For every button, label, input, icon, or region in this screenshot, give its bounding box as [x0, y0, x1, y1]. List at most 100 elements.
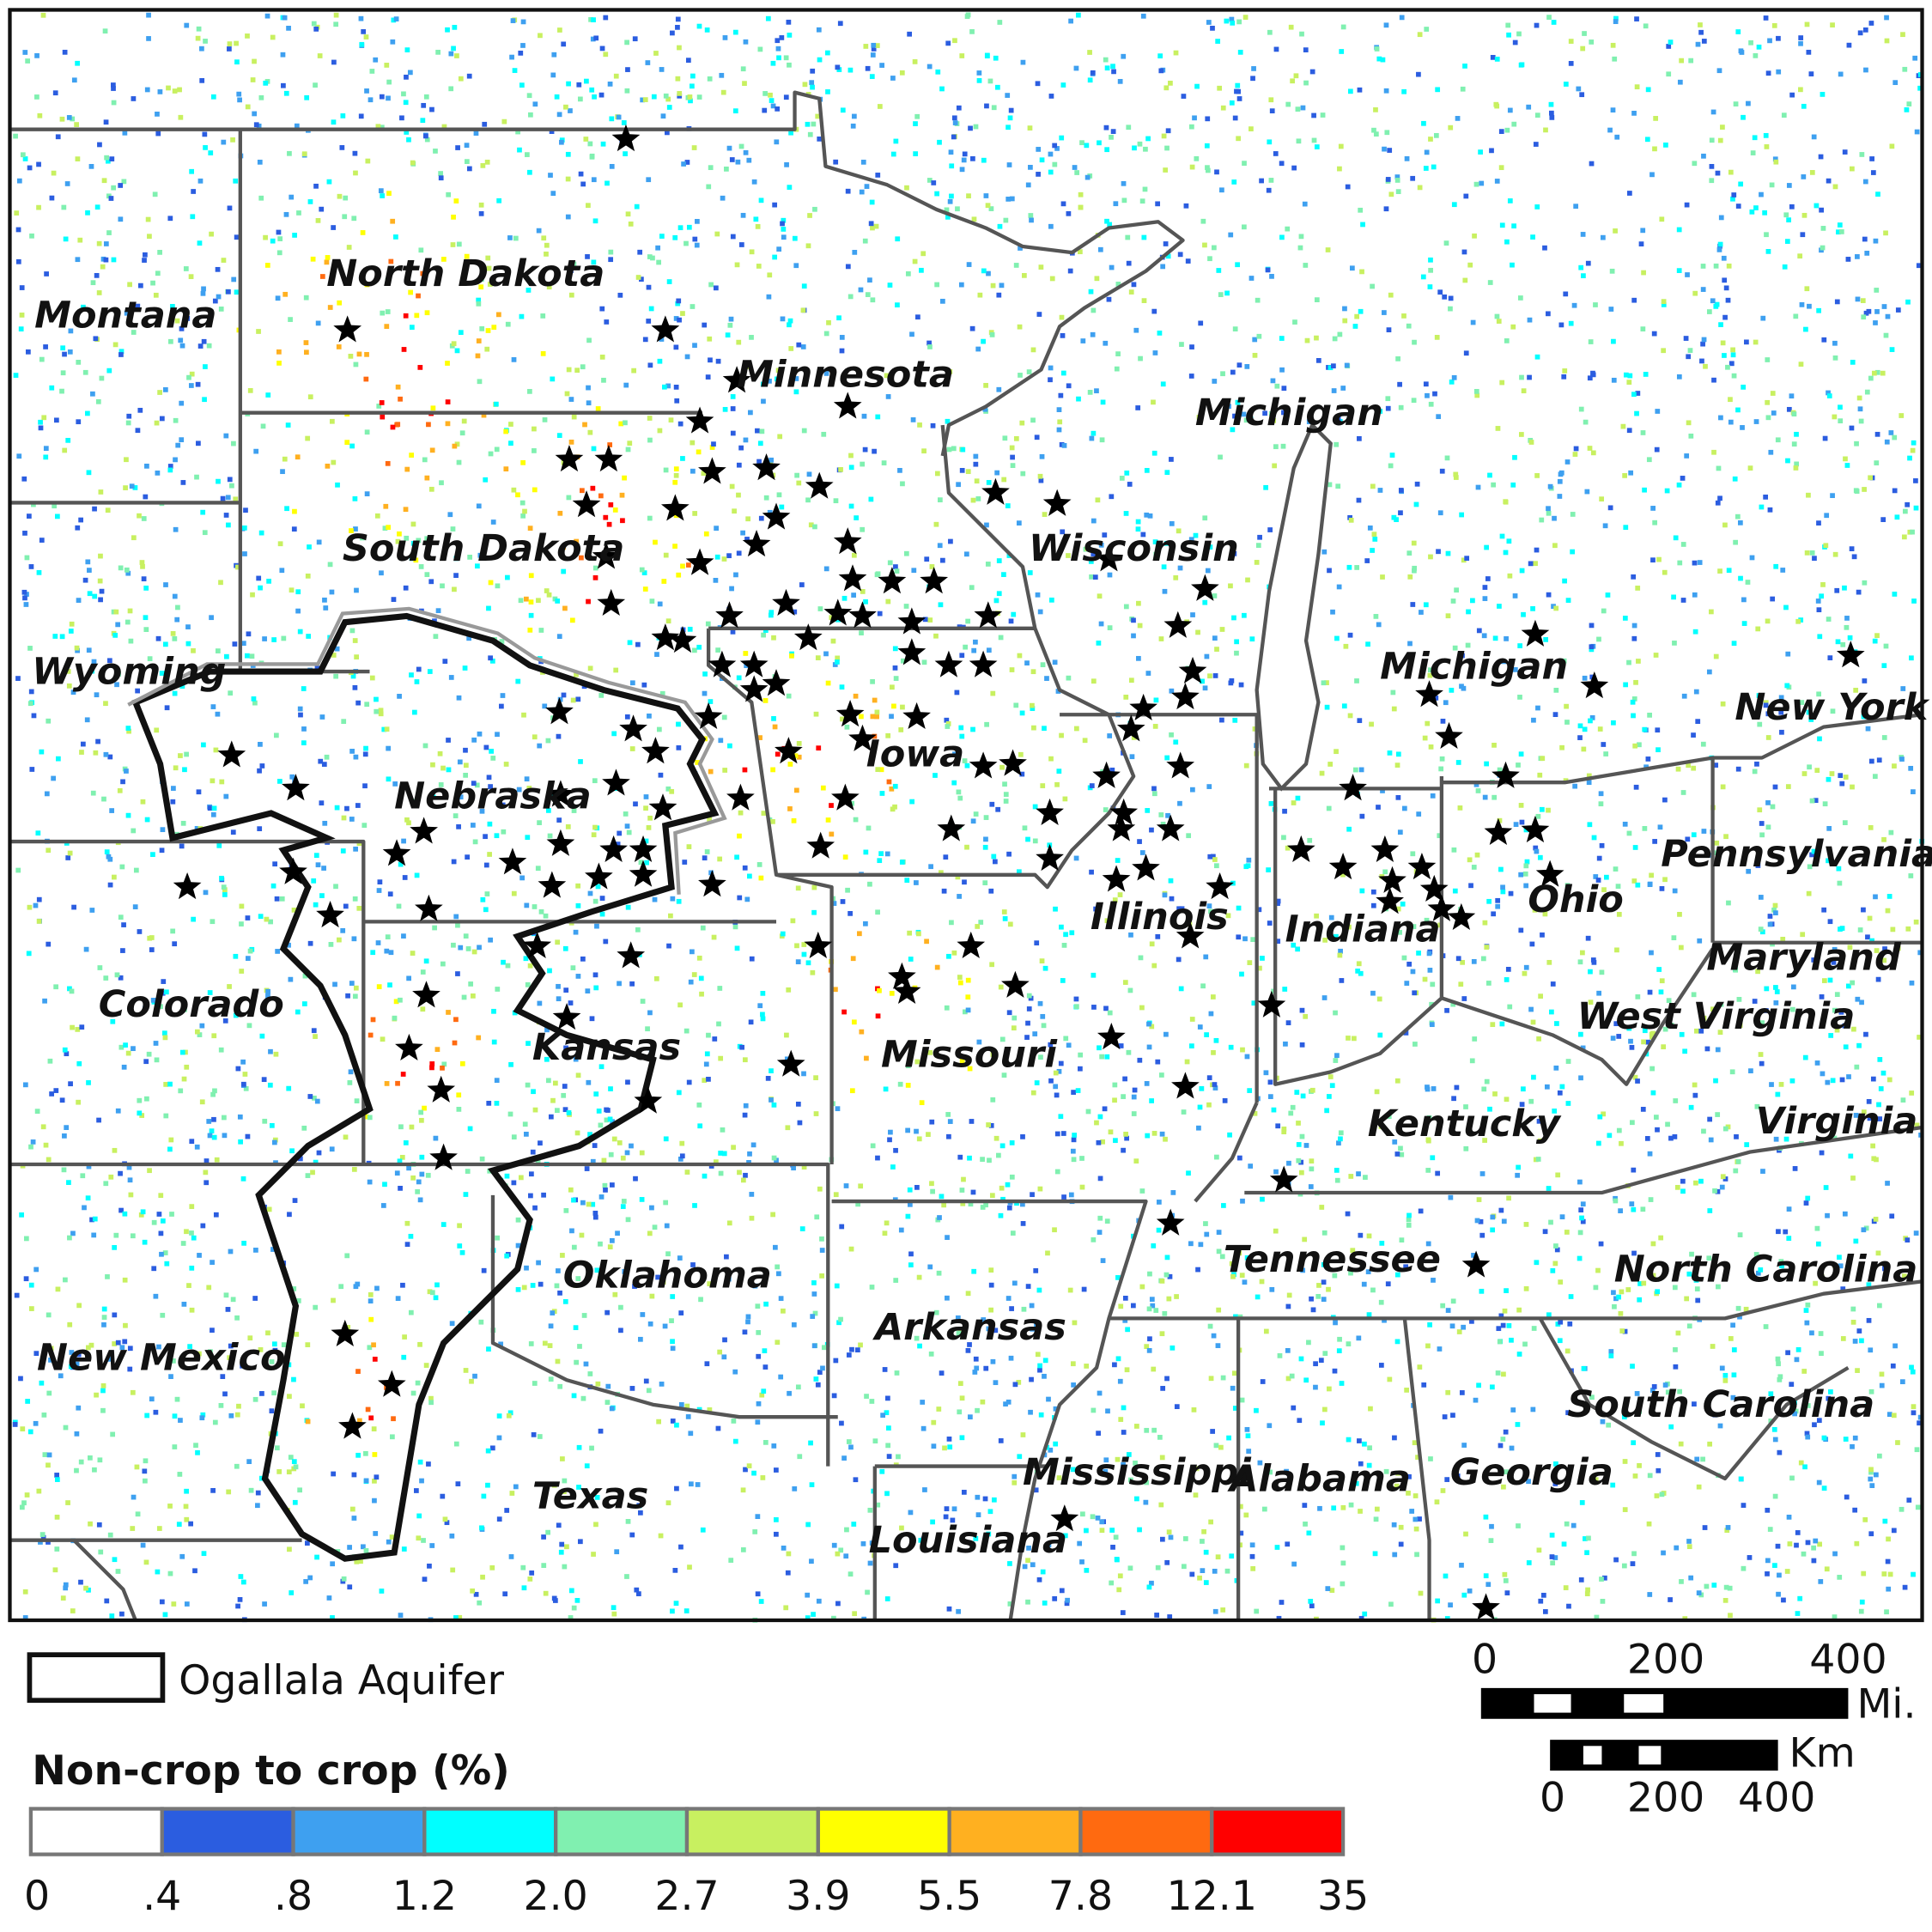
raster-cell	[1801, 771, 1807, 776]
raster-cell	[1007, 921, 1013, 927]
raster-cell	[1648, 1197, 1654, 1202]
raster-cell	[1499, 533, 1505, 539]
raster-cell	[1078, 1052, 1084, 1058]
raster-cell	[585, 254, 590, 259]
raster-cell	[768, 92, 773, 98]
raster-cell	[948, 538, 953, 544]
raster-cell	[573, 1325, 579, 1331]
raster-cell	[1280, 443, 1286, 449]
raster-cell	[1309, 1087, 1315, 1093]
raster-cell	[1765, 1507, 1771, 1513]
raster-cell	[90, 391, 95, 397]
raster-cell	[247, 948, 253, 954]
raster-cell	[1019, 771, 1025, 777]
raster-cell	[1539, 517, 1545, 523]
raster-cell	[193, 1443, 198, 1449]
raster-cell	[721, 556, 727, 562]
raster-cell	[116, 671, 121, 677]
raster-cell	[53, 984, 59, 990]
raster-cell	[1350, 1248, 1356, 1254]
raster-cell	[1805, 1540, 1811, 1546]
raster-cell	[1533, 142, 1539, 147]
raster-cell	[545, 1078, 551, 1084]
raster-cell	[1792, 1411, 1798, 1417]
raster-cell	[126, 1164, 132, 1170]
raster-cell	[1212, 593, 1218, 598]
raster-cell	[1445, 613, 1451, 619]
raster-cell	[1252, 352, 1258, 358]
raster-cell	[523, 1132, 529, 1137]
raster-cell	[1068, 1192, 1074, 1198]
raster-cell	[1674, 1545, 1680, 1551]
raster-cell	[897, 1081, 903, 1087]
raster-cell	[1792, 1166, 1798, 1171]
raster-cell	[1633, 679, 1638, 685]
raster-cell	[1358, 419, 1364, 425]
raster-cell	[1805, 1434, 1811, 1440]
raster-cell	[1332, 336, 1338, 342]
raster-cell	[228, 1343, 234, 1349]
raster-cell	[547, 968, 552, 974]
raster-cell	[39, 1380, 45, 1386]
raster-cell	[398, 861, 404, 867]
raster-cell	[1176, 957, 1182, 963]
raster-cell	[422, 743, 428, 749]
raster-cell	[1482, 920, 1488, 926]
raster-cell	[1518, 927, 1524, 933]
raster-cell	[287, 150, 292, 156]
raster-cell	[98, 1549, 104, 1555]
raster-cell	[112, 342, 118, 348]
raster-cell	[1706, 669, 1712, 675]
raster-cell	[1868, 824, 1874, 830]
raster-cell	[53, 1088, 59, 1093]
raster-cell	[1814, 768, 1820, 773]
raster-cell	[1038, 264, 1044, 270]
raster-cell	[1498, 1313, 1504, 1319]
raster-cell	[712, 1036, 718, 1042]
raster-cell	[1012, 1473, 1018, 1479]
raster-cell	[496, 1435, 502, 1441]
raster-cell	[1206, 1102, 1212, 1108]
raster-cell	[870, 678, 875, 684]
raster-cell	[1044, 676, 1049, 681]
raster-cell	[211, 805, 217, 811]
raster-cell	[625, 211, 631, 217]
raster-cell	[965, 469, 971, 475]
raster-cell	[1786, 217, 1791, 223]
raster-cell	[33, 1267, 39, 1273]
raster-cell	[642, 337, 648, 343]
raster-cell	[1413, 501, 1419, 507]
raster-cell	[598, 1064, 605, 1070]
raster-cell	[1019, 710, 1025, 716]
raster-cell	[150, 280, 155, 286]
raster-cell	[1637, 1409, 1643, 1414]
raster-cell	[1413, 1516, 1419, 1522]
raster-cell	[171, 786, 176, 791]
raster-cell	[184, 1488, 189, 1494]
raster-cell	[1689, 1251, 1694, 1257]
raster-cell	[1449, 687, 1455, 693]
raster-cell	[1680, 1188, 1686, 1194]
raster-cell	[937, 543, 943, 549]
raster-cell	[874, 714, 879, 720]
raster-cell	[1431, 1278, 1436, 1283]
raster-cell	[1807, 303, 1812, 309]
raster-cell	[449, 1321, 455, 1327]
raster-cell	[253, 448, 259, 454]
raster-cell	[576, 1485, 581, 1490]
raster-cell	[53, 417, 59, 423]
raster-cell	[1489, 1523, 1494, 1529]
raster-cell	[1700, 287, 1706, 292]
raster-cell	[561, 568, 567, 574]
raster-cell	[875, 173, 881, 178]
raster-cell	[1805, 1403, 1811, 1408]
raster-cell	[1236, 19, 1242, 25]
raster-cell	[675, 24, 680, 30]
raster-cell	[1778, 709, 1784, 715]
raster-cell	[860, 589, 866, 594]
raster-cell	[1260, 956, 1265, 961]
raster-cell	[1573, 446, 1579, 452]
raster-cell	[1589, 623, 1595, 629]
raster-cell	[515, 1286, 521, 1292]
raster-cell	[989, 332, 995, 337]
